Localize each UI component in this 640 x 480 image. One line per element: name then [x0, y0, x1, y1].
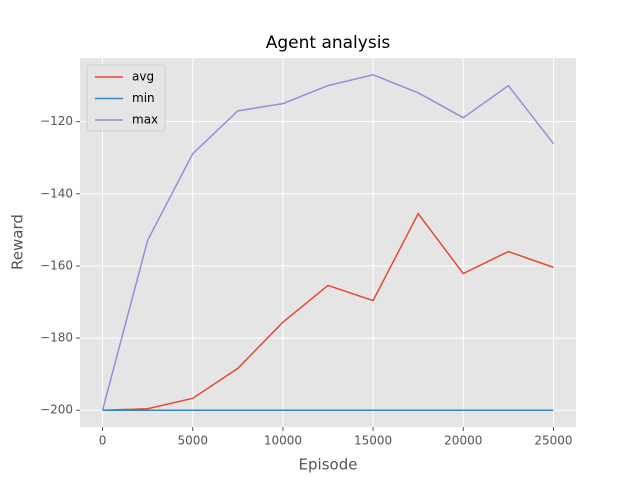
x-tick-label: 5000 — [177, 434, 208, 448]
y-axis-label: Reward — [9, 214, 27, 270]
x-tick-label: 15000 — [354, 434, 392, 448]
x-tick-label: 25000 — [534, 434, 572, 448]
chart-title: Agent analysis — [266, 33, 391, 53]
line-series — [102, 212, 554, 411]
y-tick-label: −160 — [40, 258, 73, 272]
legend-label: min — [132, 91, 155, 105]
x-tick-label: 0 — [99, 434, 107, 448]
legend-label: max — [132, 113, 158, 127]
x-tick-label: 20000 — [444, 434, 482, 448]
y-tick-label: −200 — [40, 403, 73, 417]
y-tick-label: −180 — [40, 331, 73, 345]
legend-box — [86, 64, 166, 132]
legend-label: avg — [132, 70, 154, 84]
y-tick-label: −120 — [40, 114, 73, 128]
line-series — [101, 73, 555, 411]
x-axis-label: Episode — [299, 456, 358, 474]
legend: avg min max — [86, 64, 166, 132]
y-tick-label: −140 — [40, 186, 73, 200]
x-tick-label: 10000 — [264, 434, 302, 448]
